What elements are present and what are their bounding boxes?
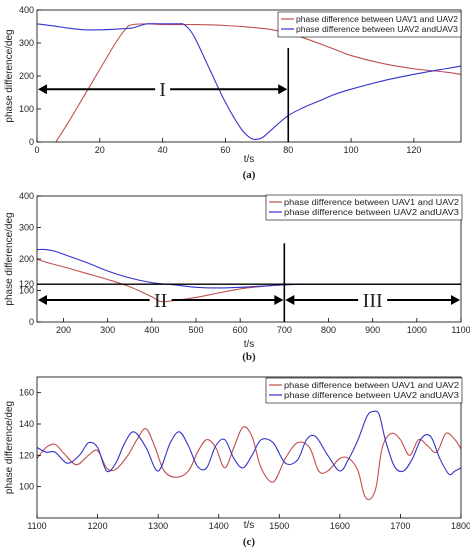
y-tick-label: 200 — [19, 254, 34, 264]
x-tick-label: 40 — [158, 145, 168, 155]
region-label: III — [363, 290, 383, 312]
y-tick-label: 400 — [19, 5, 34, 15]
x-tick-label: 400 — [144, 325, 159, 335]
x-tick-label: 20 — [95, 145, 105, 155]
y-tick-label: 120 — [19, 279, 34, 289]
legend-label-1: phase difference between UAV1 and UAV2 — [284, 198, 460, 207]
y-tick-label: 100 — [19, 104, 34, 114]
y-axis-label: phase difference/deg — [4, 29, 15, 122]
x-tick-label: 800 — [321, 325, 336, 335]
arrow-head-left — [38, 294, 47, 305]
x-axis-label: t/s — [244, 154, 255, 165]
legend-label-1: phase difference between UAV1 and UAV2 — [284, 381, 460, 390]
x-tick-label: 1300 — [148, 521, 168, 531]
legend: phase difference between UAV1 and UAV2ph… — [265, 377, 463, 404]
legend-label-2: phase difference between UAV2 andUAV3 — [284, 391, 460, 400]
panel-label: (c) — [243, 536, 256, 548]
x-tick-label: 0 — [34, 145, 39, 155]
plot-frame — [36, 376, 462, 519]
x-tick-label: 1100 — [27, 521, 46, 531]
y-tick-label: 100 — [19, 286, 34, 296]
x-tick-label: 600 — [233, 325, 248, 335]
x-tick-label: 300 — [100, 325, 115, 335]
arrow-head-right — [451, 294, 460, 305]
y-tick-label: 400 — [19, 191, 34, 201]
x-tick-label: 1100 — [451, 325, 470, 335]
x-axis-label: t/s — [244, 339, 255, 350]
x-tick-label: 500 — [188, 325, 203, 335]
x-tick-label: 900 — [365, 325, 380, 335]
x-tick-label: 1700 — [390, 521, 410, 531]
x-tick-label: 60 — [220, 145, 230, 155]
x-tick-label: 1200 — [88, 521, 108, 531]
chart-panel-1: I 0 20 40 60 80 100 120 0 100 200 300 400 t/s phase di… — [4, 5, 462, 181]
legend-label-2: phase difference between UAV2 andUAV3 — [296, 25, 459, 34]
series-line-2 — [37, 23, 461, 141]
x-tick-label: 200 — [56, 325, 71, 335]
legend-box — [265, 194, 463, 221]
y-tick-label: 0 — [29, 317, 34, 327]
legend-box — [277, 11, 462, 38]
y-tick-label: 300 — [19, 223, 34, 233]
arrow-head-left — [38, 84, 47, 95]
legend-label-1: phase difference between UAV1 and UAV2 — [296, 15, 459, 24]
panel-label: (b) — [242, 351, 256, 363]
arrow-head-right — [274, 294, 284, 305]
legend-label-2: phase difference between UAV2 andUAV3 — [284, 208, 460, 217]
legend: phase difference between UAV1 and UAV2ph… — [265, 194, 463, 221]
x-tick-label: 80 — [283, 145, 293, 155]
x-tick-label: 120 — [406, 145, 421, 155]
x-tick-label: 700 — [277, 325, 292, 335]
legend-box — [265, 377, 463, 404]
arrow-head-left — [285, 294, 295, 305]
panel-label: (a) — [243, 169, 256, 181]
legend: phase difference between UAV1 and UAV2ph… — [277, 11, 462, 38]
x-axis-label: t/s — [244, 520, 255, 531]
y-axis-label: phase difference/deg — [4, 212, 15, 305]
x-tick-label: 100 — [344, 145, 359, 155]
chart-panel-3: 1100 1200 1300 1400 1500 1600 1700 1800 100 120 14… — [4, 376, 470, 548]
arrow-head-right — [278, 84, 288, 95]
y-tick-label: 140 — [19, 419, 34, 429]
region-label: I — [159, 79, 166, 101]
series-line-1 — [37, 426, 461, 501]
series-line-2 — [37, 410, 461, 476]
x-tick-label: 1400 — [209, 521, 229, 531]
x-tick-label: 1600 — [330, 521, 350, 531]
x-tick-label: 1500 — [269, 521, 289, 531]
y-tick-label: 300 — [19, 38, 34, 48]
region-label: II — [154, 290, 167, 312]
x-tick-label: 1800 — [451, 521, 470, 531]
y-tick-label: 160 — [19, 388, 34, 398]
y-tick-label: 120 — [19, 450, 34, 460]
series-line-2 — [37, 248, 461, 289]
x-tick-label: 1000 — [407, 325, 427, 335]
y-tick-label: 100 — [19, 482, 34, 492]
series-line-1 — [37, 258, 461, 303]
y-tick-label: 200 — [19, 71, 34, 81]
y-tick-label: 0 — [29, 137, 34, 147]
y-axis-label: phase difference/deg — [4, 401, 15, 494]
series-line-1 — [55, 23, 461, 142]
